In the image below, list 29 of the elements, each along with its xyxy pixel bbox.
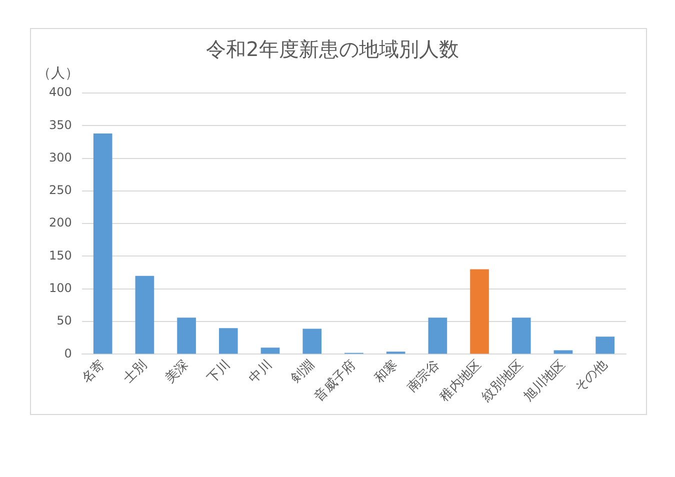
x-tick-label: 下川 — [204, 357, 234, 386]
y-tick-label: 150 — [49, 248, 72, 262]
bar — [302, 328, 322, 354]
bar — [512, 318, 531, 354]
bar — [260, 348, 280, 354]
y-tick-label: 400 — [49, 85, 72, 100]
x-tick-label: 剣淵 — [288, 357, 318, 386]
y-tick-label: 350 — [49, 118, 72, 132]
bar — [470, 269, 489, 354]
x-tick-label: その他 — [572, 357, 610, 396]
x-tick-label: 美深 — [162, 356, 192, 386]
x-tick-label: 中川 — [246, 357, 276, 386]
y-axis-title: （人） — [37, 66, 79, 82]
x-tick-label: 名寄 — [78, 356, 108, 386]
y-tick-label: 200 — [49, 216, 72, 230]
y-tick-label: 100 — [49, 281, 72, 296]
x-tick-label: 士別 — [120, 357, 150, 386]
y-tick-label: 250 — [49, 183, 72, 198]
bar — [135, 276, 154, 354]
y-tick-label: 50 — [56, 314, 72, 328]
bar — [596, 336, 614, 354]
bar — [218, 328, 238, 354]
y-tick-label: 0 — [64, 346, 72, 360]
bar — [428, 318, 448, 354]
chart-title: 令和2年度新患の地域別人数 — [206, 37, 459, 62]
bar — [177, 318, 196, 354]
x-tick-label: 和寒 — [371, 356, 402, 386]
bar — [93, 133, 112, 354]
y-tick-label: 300 — [49, 150, 72, 164]
